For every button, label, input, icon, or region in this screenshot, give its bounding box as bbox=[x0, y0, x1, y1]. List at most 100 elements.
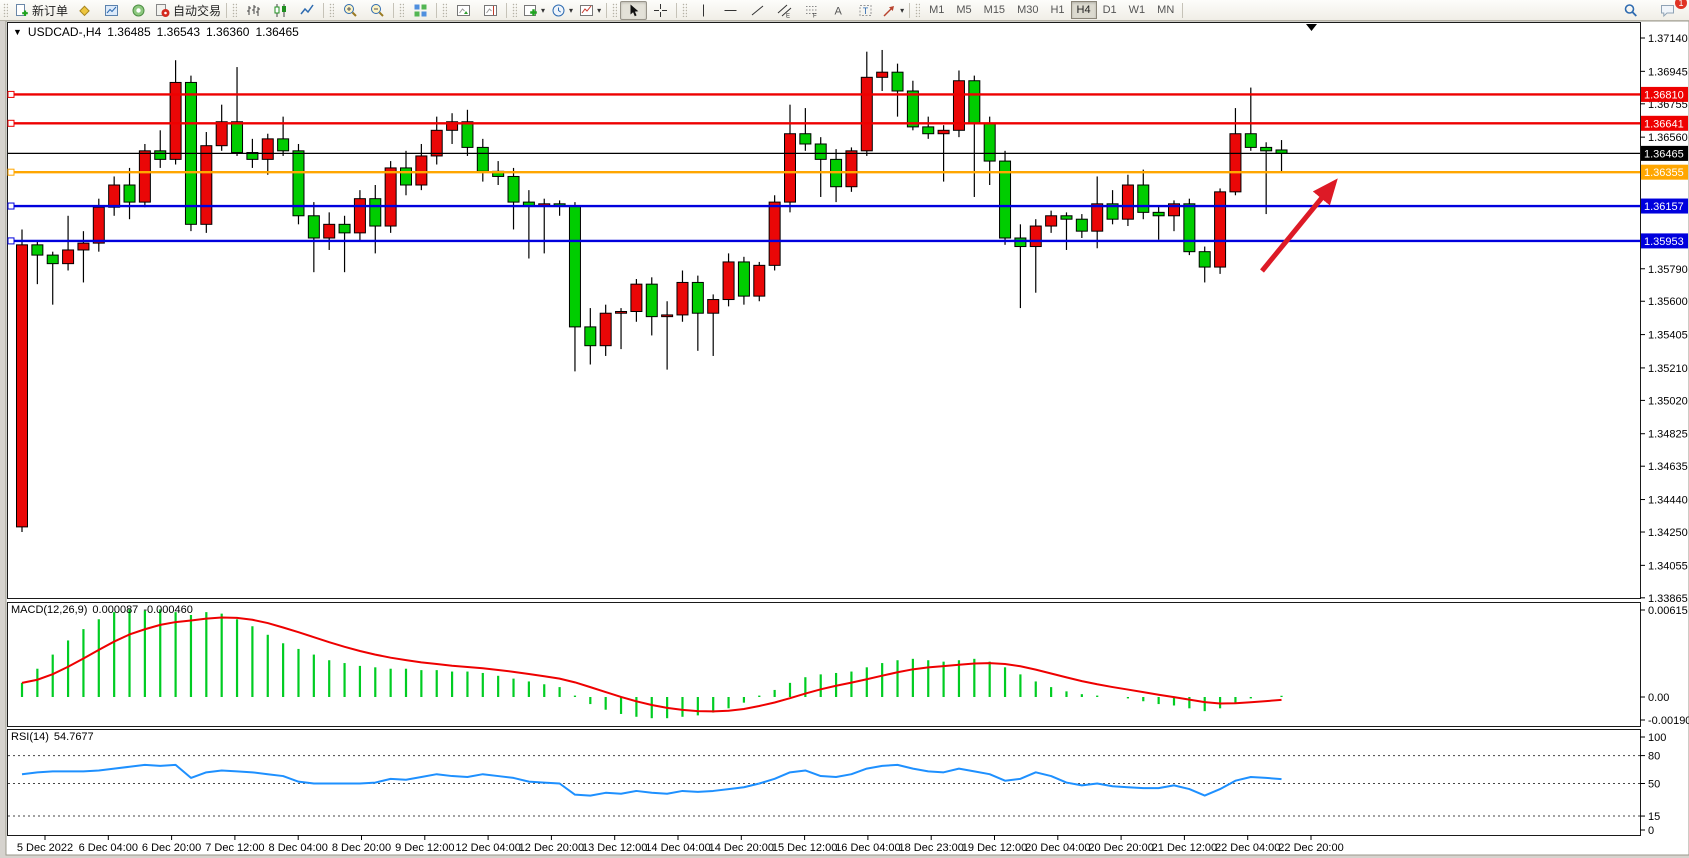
price-axis[interactable]: 1.371401.369451.367551.365601.357901.356… bbox=[1640, 33, 1688, 605]
candle-body bbox=[968, 80, 981, 124]
time-tick-label: 6 Dec 20:00 bbox=[142, 842, 201, 854]
arrows-button[interactable]: ▾ bbox=[879, 1, 907, 20]
indicators-button[interactable]: ▾ bbox=[520, 1, 548, 20]
zoom-in-button[interactable] bbox=[337, 1, 364, 20]
price-level-tag-label: 1.36465 bbox=[1644, 148, 1684, 160]
candle-body bbox=[62, 249, 75, 265]
rsi-axis-label: 15 bbox=[1648, 811, 1660, 823]
trend-arrow-annotation[interactable] bbox=[1260, 178, 1338, 273]
macd-name: MACD(12,26,9) bbox=[11, 604, 88, 616]
chart-window-button[interactable] bbox=[98, 1, 125, 20]
line-anchor-marker[interactable] bbox=[7, 119, 15, 127]
line-anchor-marker[interactable] bbox=[7, 90, 15, 98]
ohlc-low: 1.36360 bbox=[206, 25, 250, 39]
style-button[interactable] bbox=[71, 1, 98, 20]
trendline-button[interactable] bbox=[744, 1, 771, 20]
line-anchor-marker[interactable] bbox=[7, 202, 15, 210]
search-button[interactable] bbox=[1617, 1, 1644, 20]
toolbar-grip bbox=[232, 3, 238, 17]
templates-button[interactable]: ▾ bbox=[576, 1, 604, 20]
autotrade-button[interactable]: 自动交易 bbox=[152, 1, 224, 20]
auto-scroll-icon bbox=[457, 4, 471, 16]
notification-badge: 1 bbox=[1675, 0, 1687, 9]
news-button[interactable] bbox=[125, 1, 152, 20]
time-tick-label: 8 Dec 04:00 bbox=[269, 842, 328, 854]
candle-body bbox=[906, 90, 919, 128]
periods-button[interactable]: ▾ bbox=[548, 1, 576, 20]
candle-body bbox=[353, 198, 366, 234]
time-tick-label: 21 Dec 12:00 bbox=[1152, 842, 1217, 854]
chart-title: ▼ USDCAD-,H4 1.36485 1.36543 1.36360 1.3… bbox=[13, 25, 299, 39]
timeframe-button-m1[interactable]: M1 bbox=[929, 4, 945, 16]
time-axis[interactable]: 5 Dec 2022 6 Dec 04:00 6 Dec 20:00 7 Dec 12… bbox=[17, 835, 1344, 854]
timeframe-button-w1[interactable]: W1 bbox=[1128, 4, 1146, 16]
cursor-button[interactable] bbox=[620, 0, 648, 20]
timeframe-button-m15[interactable]: M15 bbox=[983, 4, 1006, 16]
text-button[interactable]: A bbox=[825, 1, 852, 20]
symbol-dropdown-icon[interactable]: ▼ bbox=[13, 27, 22, 37]
horizontal-line-button[interactable] bbox=[717, 1, 744, 20]
timeframe-button-h4[interactable]: H4 bbox=[1070, 1, 1097, 19]
crosshair-icon bbox=[654, 3, 668, 17]
candle-body bbox=[1214, 191, 1227, 268]
channel-button[interactable]: E bbox=[771, 1, 798, 20]
candle-body bbox=[338, 223, 351, 234]
timeframe-button-m30[interactable]: M30 bbox=[1017, 4, 1039, 16]
bar-chart-button[interactable] bbox=[240, 1, 267, 20]
candle-body bbox=[246, 152, 259, 160]
main-toolbar: 新订单 自动交易 ▾ ▾ ▾ E F A T ▾ M1 M5 M15 M30 H1 H4 D1 W1 MN 1 bbox=[0, 0, 1689, 21]
zoom-in-icon bbox=[344, 3, 357, 17]
timeframe-button-d1[interactable]: D1 bbox=[1102, 4, 1117, 16]
timeframe-button-mn[interactable]: MN bbox=[1157, 4, 1175, 16]
new-order-button[interactable]: 新订单 bbox=[11, 1, 71, 20]
new-order-icon bbox=[16, 3, 28, 16]
candlestick-series bbox=[16, 49, 1288, 533]
price-tick-label: 1.34440 bbox=[1648, 495, 1688, 507]
candle-body bbox=[446, 121, 459, 131]
tile-windows-button[interactable] bbox=[407, 1, 434, 20]
price-tick-label: 1.34250 bbox=[1648, 527, 1688, 539]
time-tick-label: 14 Dec 20:00 bbox=[709, 842, 774, 854]
chat-button[interactable]: 1 bbox=[1654, 0, 1687, 20]
crosshair-button[interactable] bbox=[647, 1, 674, 20]
toolbar-separator bbox=[1182, 2, 1184, 18]
macd-panel[interactable] bbox=[7, 602, 1641, 727]
rsi-panel[interactable] bbox=[7, 729, 1641, 836]
candle-body bbox=[799, 133, 812, 145]
timeframe-button-h1[interactable]: H1 bbox=[1050, 4, 1065, 16]
line-chart-button[interactable] bbox=[294, 1, 321, 20]
zoom-out-button[interactable] bbox=[364, 1, 391, 20]
chevron-down-icon: ▾ bbox=[900, 5, 905, 15]
candle-body bbox=[261, 138, 274, 160]
candle-body bbox=[845, 150, 858, 188]
line-anchor-marker[interactable] bbox=[7, 237, 15, 245]
auto-scroll-button[interactable] bbox=[450, 1, 477, 20]
svg-text:T: T bbox=[863, 6, 869, 16]
price-level-tag-label: 1.36641 bbox=[1644, 118, 1684, 130]
time-tick-label: 18 Dec 23:00 bbox=[898, 842, 963, 854]
candle-body bbox=[983, 122, 996, 162]
candlestick-chart-button[interactable] bbox=[267, 1, 294, 20]
vertical-line-button[interactable] bbox=[690, 1, 717, 20]
candle-body bbox=[814, 143, 827, 160]
main-chart-panel[interactable] bbox=[7, 22, 1641, 599]
toolbar-grip bbox=[329, 3, 335, 17]
macd-signal-value: -0.000460 bbox=[143, 604, 193, 616]
candle-body bbox=[937, 129, 950, 135]
ohlc-open: 1.36485 bbox=[107, 25, 151, 39]
price-level-tag-label: 1.36810 bbox=[1644, 89, 1684, 101]
candle-body bbox=[31, 244, 44, 256]
chart-shift-button[interactable] bbox=[477, 1, 504, 20]
macd-signal-line bbox=[21, 616, 1282, 713]
timeframe-button-m5[interactable]: M5 bbox=[956, 4, 972, 16]
line-anchor-marker[interactable] bbox=[7, 168, 15, 176]
fibonacci-button[interactable]: F bbox=[798, 1, 825, 20]
label-button[interactable]: T bbox=[852, 1, 879, 20]
time-tick-label: 7 Dec 12:00 bbox=[205, 842, 264, 854]
candle-body bbox=[231, 121, 244, 154]
toolbar-grip bbox=[512, 3, 518, 17]
toolbar-grip bbox=[442, 3, 448, 17]
time-tick-label: 16 Dec 04:00 bbox=[835, 842, 900, 854]
time-tick-label: 15 Dec 12:00 bbox=[772, 842, 837, 854]
candle-body bbox=[46, 254, 59, 265]
